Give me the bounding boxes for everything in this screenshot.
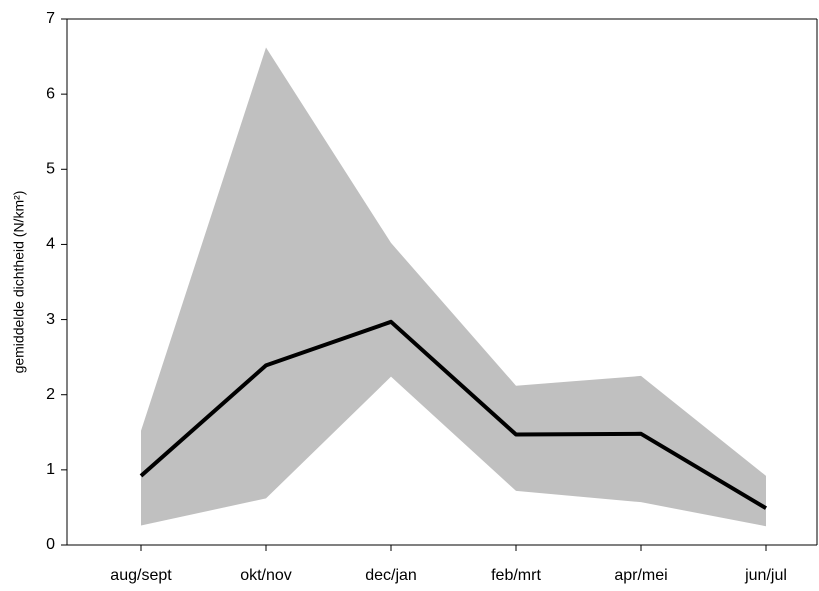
x-tick-label: feb/mrt: [491, 567, 541, 584]
x-tick-label: okt/nov: [240, 567, 292, 584]
y-axis-label: gemiddelde dichtheid (N/km²): [11, 191, 27, 374]
y-tick-label: 3: [46, 311, 55, 328]
y-tick-label: 1: [46, 461, 55, 478]
y-tick-label: 6: [46, 85, 55, 102]
x-tick-label: jun/jul: [744, 567, 787, 584]
y-tick-label: 5: [46, 161, 55, 178]
y-tick-label: 0: [46, 536, 55, 553]
mean-line: [139, 319, 768, 510]
range-band: [141, 47, 766, 527]
x-tick-label: dec/jan: [365, 567, 417, 584]
x-tick-label: apr/mei: [614, 567, 667, 584]
x-tick-label: aug/sept: [110, 567, 172, 584]
y-tick-label: 4: [46, 236, 55, 253]
y-tick-label: 7: [46, 10, 55, 27]
y-tick-label: 2: [46, 386, 55, 403]
